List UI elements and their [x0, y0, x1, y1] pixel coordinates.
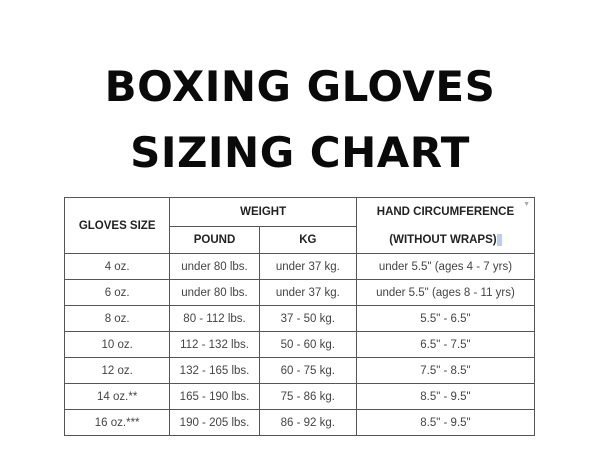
table-row: 12 oz. 132 - 165 lbs. 60 - 75 kg. 7.5" - 8.…: [63, 357, 536, 384]
cell-kg: 37 - 50 kg.: [258, 305, 357, 332]
cell-gloves-size: 6 oz.: [63, 279, 171, 306]
cell-gloves-size: 16 oz.***: [63, 409, 171, 436]
table-row: 14 oz.** 165 - 190 lbs. 75 - 86 kg. 8.5" - …: [63, 383, 536, 410]
text-selection-highlight: [496, 233, 502, 246]
table-row: 6 oz. under 80 lbs. under 37 kg. under 5.5"…: [63, 279, 536, 306]
header-pound: POUND: [169, 226, 260, 254]
table-row: 10 oz. 112 - 132 lbs. 50 - 60 kg. 6.5" - 7.…: [63, 331, 536, 358]
cell-pound: 132 - 165 lbs.: [169, 357, 260, 384]
cell-kg: 60 - 75 kg.: [258, 357, 357, 384]
cell-kg: 50 - 60 kg.: [258, 331, 357, 358]
header-hand-circumference: HAND CIRCUMFERENCE ▼: [355, 196, 536, 227]
header-without-wraps-label: (WITHOUT WRAPS): [389, 233, 497, 246]
header-gloves-size: GLOVES SIZE: [63, 197, 171, 254]
header-weight: WEIGHT: [169, 196, 357, 228]
table-row: 4 oz. under 80 lbs. under 37 kg. under 5.5"…: [63, 253, 536, 280]
cell-kg: 86 - 92 kg.: [258, 409, 357, 436]
cell-pound: 80 - 112 lbs.: [169, 305, 260, 332]
table-row: 16 oz.*** 190 - 205 lbs. 86 - 92 kg. 8.5" -…: [63, 409, 536, 436]
cell-kg: under 37 kg.: [258, 279, 357, 306]
header-without-wraps: (WITHOUT WRAPS): [355, 226, 536, 254]
cell-pound: 190 - 205 lbs.: [169, 409, 260, 436]
cell-gloves-size: 12 oz.: [63, 357, 171, 384]
dropdown-arrow-icon[interactable]: ▼: [523, 201, 530, 208]
sizing-table: GLOVES SIZE WEIGHT HAND CIRCUMFERENCE ▼ …: [63, 196, 536, 436]
cell-hand-circumference: under 5.5" (ages 8 - 11 yrs): [355, 279, 536, 306]
cell-hand-circumference: 6.5" - 7.5": [355, 331, 536, 358]
header-kg: KG: [258, 226, 357, 254]
title-line-1: BOXING GLOVES: [104, 62, 496, 111]
cell-hand-circumference: 5.5" - 6.5": [355, 305, 536, 332]
cell-hand-circumference: 8.5" - 9.5": [355, 383, 536, 410]
title-line-2: SIZING CHART: [130, 128, 470, 177]
cell-gloves-size: 14 oz.**: [63, 383, 171, 410]
cell-gloves-size: 10 oz.: [63, 331, 171, 358]
cell-pound: 165 - 190 lbs.: [169, 383, 260, 410]
cell-hand-circumference: 8.5" - 9.5": [355, 409, 536, 436]
cell-gloves-size: 8 oz.: [63, 305, 171, 332]
cell-hand-circumference: 7.5" - 8.5": [355, 357, 536, 384]
cell-pound: 112 - 132 lbs.: [169, 331, 260, 358]
table-row: 8 oz. 80 - 112 lbs. 37 - 50 kg. 5.5" - 6.5": [63, 305, 536, 332]
cell-gloves-size: 4 oz.: [63, 253, 171, 280]
cell-pound: under 80 lbs.: [169, 253, 260, 280]
cell-kg: under 37 kg.: [258, 253, 357, 280]
header-hand-circumference-label: HAND CIRCUMFERENCE: [376, 206, 515, 219]
cell-hand-circumference: under 5.5" (ages 4 - 7 yrs): [355, 253, 536, 280]
cell-kg: 75 - 86 kg.: [258, 383, 357, 410]
cell-pound: under 80 lbs.: [169, 279, 260, 306]
